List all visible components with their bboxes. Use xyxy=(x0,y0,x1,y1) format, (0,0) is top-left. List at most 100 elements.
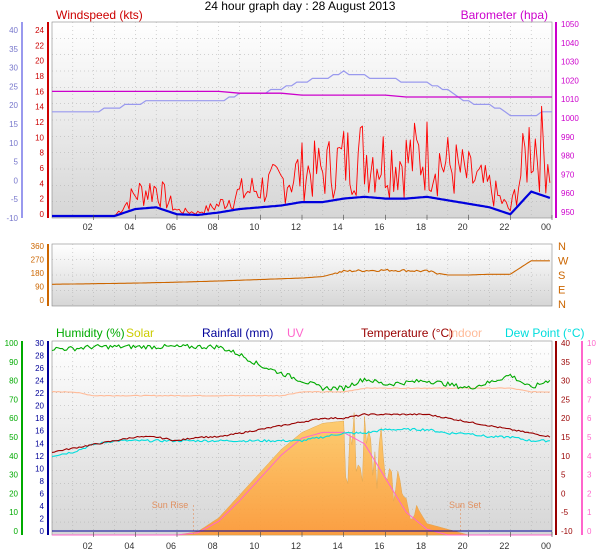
x-tick-label: 00 xyxy=(541,222,551,232)
barometer-tick-label: 1020 xyxy=(561,76,579,85)
temperature-tick-label: 30 xyxy=(561,377,570,386)
wind-axes: 4035302520151050-5-102422201816141210864… xyxy=(6,20,579,223)
compass-label: N xyxy=(558,299,566,311)
temperature-tick-label: 15 xyxy=(561,433,570,442)
x-tick-label: 18 xyxy=(416,541,426,551)
rainfall-tick-label: 4 xyxy=(40,502,45,511)
barometer-tick-label: 980 xyxy=(561,152,575,161)
x-tick-label: 14 xyxy=(333,222,343,232)
humidity-tick-label: 10 xyxy=(9,508,18,517)
uv-tick-label: 0 xyxy=(587,527,592,536)
barometer-tick-label: 1030 xyxy=(561,58,579,67)
rainfall-tick-label: 10 xyxy=(35,464,44,473)
outer-tick-label: -10 xyxy=(6,214,18,223)
uv-label: UV xyxy=(287,326,304,340)
wind-series xyxy=(52,70,552,218)
rainfall-tick-label: 30 xyxy=(35,339,44,348)
humidity-tick-label: 50 xyxy=(9,433,18,442)
wind-gust-line xyxy=(52,105,551,217)
humidity-tick-label: 40 xyxy=(9,452,18,461)
outer-tick-label: 20 xyxy=(9,101,18,110)
windspeed-tick-label: 6 xyxy=(40,164,45,173)
outer-tick-label: 35 xyxy=(9,45,18,54)
humidity-tick-label: 90 xyxy=(9,358,18,367)
humidity-tick-label: 0 xyxy=(14,527,19,536)
rainfall-tick-label: 6 xyxy=(40,489,45,498)
rainfall-tick-label: 14 xyxy=(35,439,44,448)
outer-tick-label: 0 xyxy=(14,176,19,185)
windspeed-tick-label: 16 xyxy=(35,87,44,96)
direction-tick-label: 360 xyxy=(31,242,45,251)
weather-x-ticks: 02 04 06 08 10 12 14 16 18 20 22 00 xyxy=(83,532,553,551)
sunset-label: Sun Set xyxy=(449,500,482,510)
dewpoint-label: Dew Point (°C) xyxy=(505,326,584,340)
rainfall-tick-label: 0 xyxy=(40,527,45,536)
x-tick-label: 00 xyxy=(541,541,551,551)
windspeed-tick-label: 4 xyxy=(40,179,45,188)
uv-tick-label: 9 xyxy=(587,358,592,367)
wind-panel: Windspeed (kts) Barometer (hpa) 40353025… xyxy=(6,8,579,232)
windspeed-tick-label: 12 xyxy=(35,118,44,127)
x-tick-label: 20 xyxy=(458,541,468,551)
barometer-tick-label: 950 xyxy=(561,208,575,217)
temperature-tick-label: 40 xyxy=(561,339,570,348)
wind-gridlines xyxy=(52,22,552,218)
barometer-tick-label: 1040 xyxy=(561,39,579,48)
rainfall-label: Rainfall (mm) xyxy=(202,326,273,340)
compass-label: S xyxy=(558,270,565,282)
sunrise-label: Sun Rise xyxy=(152,500,189,510)
x-tick-label: 06 xyxy=(166,222,176,232)
weather-series xyxy=(51,343,552,536)
outer-tick-label: 5 xyxy=(14,158,19,167)
direction-series xyxy=(52,260,550,285)
direction-tick-label: 0 xyxy=(40,296,45,305)
x-tick-label: 08 xyxy=(208,222,218,232)
windspeed-tick-label: 20 xyxy=(35,57,44,66)
barometer-tick-label: 1010 xyxy=(561,95,579,104)
x-tick-label: 10 xyxy=(249,541,259,551)
barometer-tick-label: 990 xyxy=(561,133,575,142)
outer-tick-label: -5 xyxy=(11,195,19,204)
windspeed-tick-label: 14 xyxy=(35,103,44,112)
windspeed-tick-label: 10 xyxy=(35,133,44,142)
x-tick-label: 22 xyxy=(499,222,509,232)
humidity-line xyxy=(51,343,551,392)
rainfall-tick-label: 2 xyxy=(40,514,45,523)
x-tick-label: 20 xyxy=(458,222,468,232)
weather-panel: Humidity (%) Solar Rainfall (mm) UV Temp… xyxy=(5,326,597,551)
uv-tick-label: 8 xyxy=(587,377,592,386)
x-tick-label: 04 xyxy=(124,541,134,551)
rainfall-tick-label: 20 xyxy=(35,402,44,411)
wind-direction-line xyxy=(52,260,550,285)
rainfall-tick-label: 28 xyxy=(35,352,44,361)
uv-tick-label: 7 xyxy=(587,395,592,404)
barometer-line xyxy=(52,70,552,117)
windspeed-label: Windspeed (kts) xyxy=(56,8,143,22)
windspeed-tick-label: 22 xyxy=(35,41,44,50)
uv-tick-label: 3 xyxy=(587,471,592,480)
temperature-tick-label: 0 xyxy=(561,489,566,498)
indoor-label: Indoor xyxy=(448,326,482,340)
compass-label: W xyxy=(558,256,569,268)
uv-tick-label: 5 xyxy=(587,433,592,442)
temperature-tick-label: -5 xyxy=(561,508,569,517)
barometer-label: Barometer (hpa) xyxy=(461,8,548,22)
temperature-label: Temperature (°C) xyxy=(361,326,453,340)
x-tick-label: 12 xyxy=(291,222,301,232)
humidity-tick-label: 60 xyxy=(9,414,18,423)
direction-tick-label: 180 xyxy=(31,269,45,278)
compass-label: N xyxy=(558,241,566,253)
rainfall-tick-label: 26 xyxy=(35,364,44,373)
windspeed-tick-label: 2 xyxy=(40,195,45,204)
windspeed-tick-label: 24 xyxy=(35,26,44,35)
wind-average-line xyxy=(52,190,551,218)
barometer-tick-label: 960 xyxy=(561,189,575,198)
outer-tick-label: 25 xyxy=(9,82,18,91)
windspeed-tick-label: 8 xyxy=(40,149,45,158)
x-tick-label: 06 xyxy=(166,541,176,551)
weather-legend: Humidity (%) Solar Rainfall (mm) UV Temp… xyxy=(56,326,584,340)
rainfall-tick-label: 12 xyxy=(35,452,44,461)
dewpoint-line xyxy=(51,427,550,457)
